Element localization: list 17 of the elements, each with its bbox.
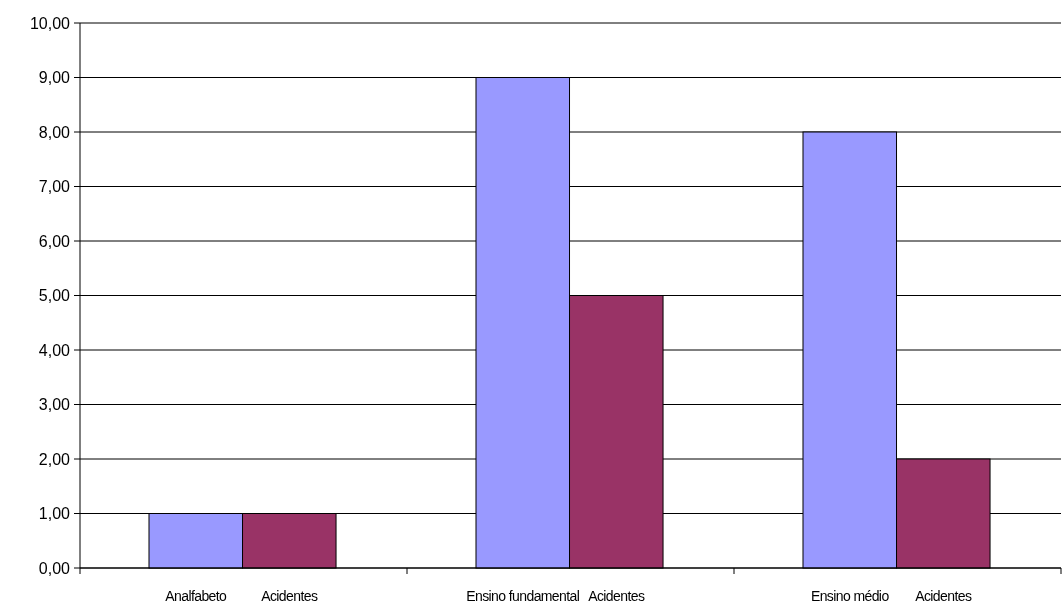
y-tick-label: 6,00 bbox=[38, 232, 71, 250]
y-tick-label: 1,00 bbox=[38, 505, 71, 523]
x-tick-label: Analfabeto bbox=[165, 588, 228, 604]
y-tick-label: 10,00 bbox=[29, 14, 71, 32]
x-tick-label: Acidentes bbox=[261, 588, 318, 604]
x-tick-label: Acidentes bbox=[588, 588, 645, 604]
y-tick-label: 2,00 bbox=[38, 450, 71, 468]
x-tick-label: Ensino médio bbox=[810, 588, 890, 604]
y-tick-label: 4,00 bbox=[38, 341, 71, 359]
y-tick-label: 9,00 bbox=[38, 69, 71, 87]
x-tick-label: Acidentes bbox=[915, 588, 972, 604]
y-tick-label: 8,00 bbox=[38, 123, 71, 141]
y-tick-label: 7,00 bbox=[38, 178, 71, 196]
x-tick-label: Ensino fundamental bbox=[466, 588, 580, 604]
y-tick-label: 0,00 bbox=[38, 559, 71, 577]
y-tick-label: 5,00 bbox=[38, 287, 71, 305]
y-tick-label: 3,00 bbox=[38, 396, 71, 414]
